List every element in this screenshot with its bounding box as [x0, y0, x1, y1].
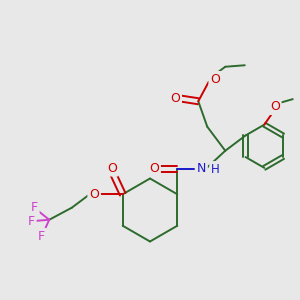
Text: F: F [31, 201, 38, 214]
Text: O: O [210, 73, 220, 86]
Text: O: O [107, 162, 117, 175]
Text: O: O [170, 92, 180, 105]
Text: F: F [28, 215, 35, 228]
Text: H: H [211, 163, 220, 176]
Text: O: O [89, 188, 99, 201]
Text: F: F [38, 230, 45, 243]
Text: O: O [270, 100, 280, 113]
Text: N: N [196, 162, 206, 175]
Text: O: O [149, 162, 159, 175]
